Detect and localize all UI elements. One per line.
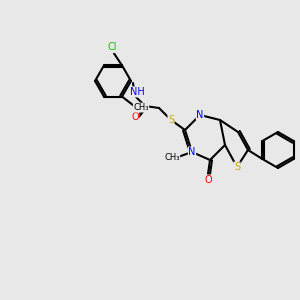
Text: NH: NH bbox=[130, 87, 144, 97]
Text: S: S bbox=[168, 115, 174, 125]
Text: S: S bbox=[234, 162, 240, 172]
Text: O: O bbox=[204, 175, 212, 185]
Text: O: O bbox=[131, 112, 139, 122]
Text: CH₃: CH₃ bbox=[164, 152, 180, 161]
Text: Cl: Cl bbox=[107, 42, 117, 52]
Text: N: N bbox=[188, 147, 196, 157]
Text: N: N bbox=[196, 110, 204, 120]
Text: CH₃: CH₃ bbox=[133, 103, 149, 112]
